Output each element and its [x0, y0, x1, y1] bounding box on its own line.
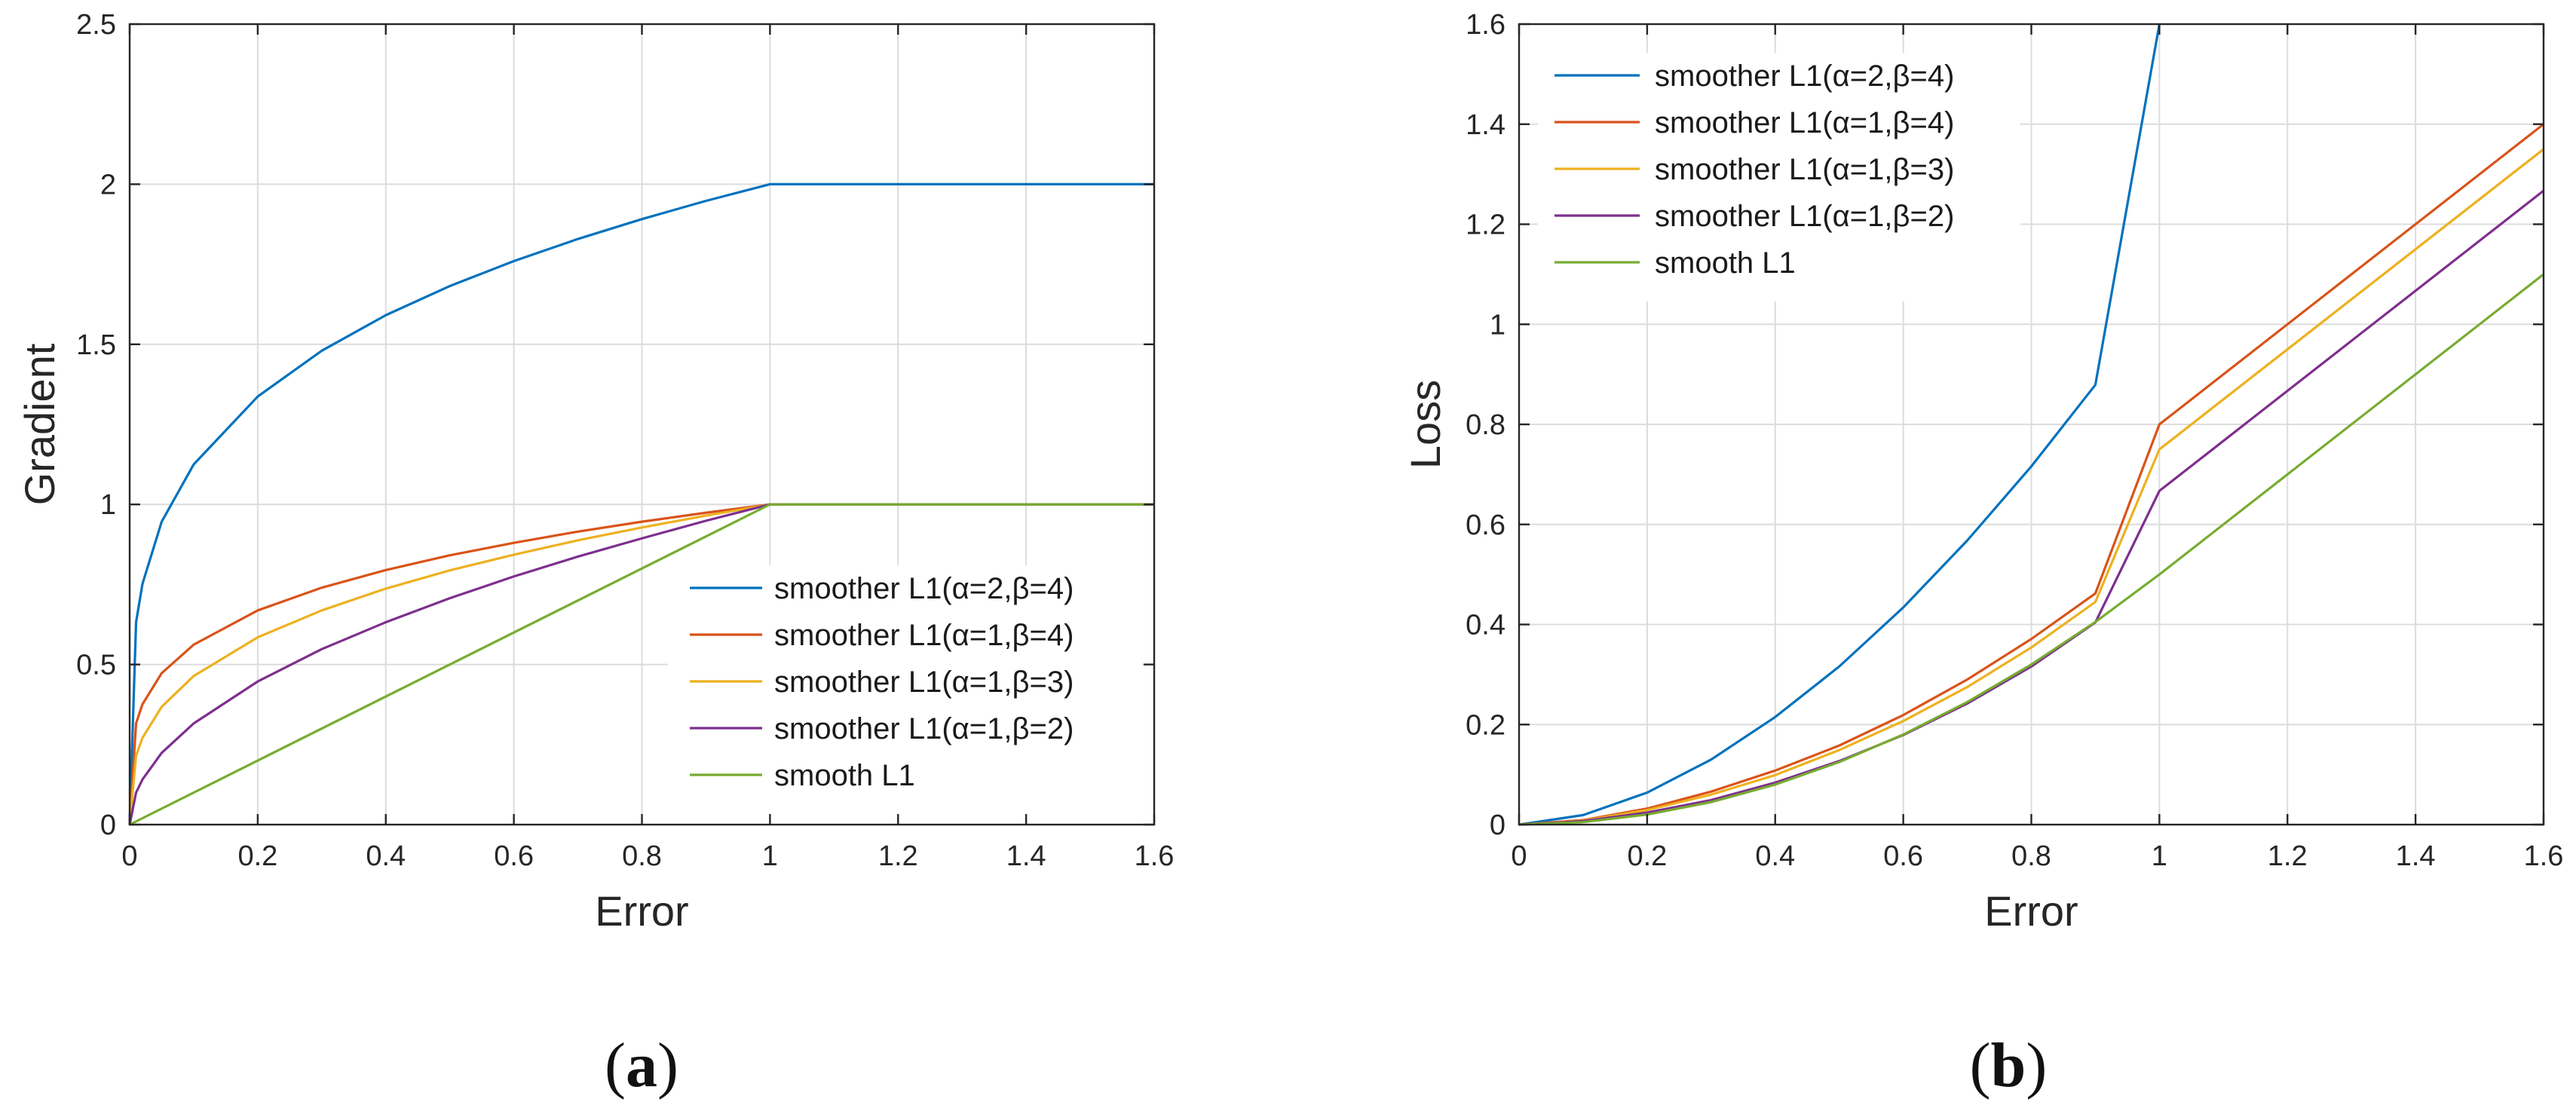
legend-label-2: smoother L1(α=1,β=4): [774, 619, 1074, 652]
x-tick-label: 0.8: [2011, 840, 2051, 872]
series-line-1: [128, 182, 1154, 825]
y-tick-label: 0: [100, 810, 116, 841]
x-tick-label: 0.2: [237, 840, 277, 872]
x-tick-label: 1.2: [2268, 840, 2308, 872]
y-tick-label: 1: [1490, 309, 1505, 341]
y-tick-label: 0.2: [1466, 709, 1505, 741]
legend-label-4: smoother L1(α=1,β=2): [774, 712, 1074, 745]
panel-label: (a): [605, 1030, 678, 1100]
series-line-1: [1518, 23, 2161, 826]
y-tick-label: 0.5: [76, 650, 116, 681]
x-tick-label: 0.8: [622, 840, 662, 872]
x-tick-label: 1: [2152, 840, 2167, 872]
legend-label-4: smoother L1(α=1,β=2): [1655, 200, 1954, 233]
x-tick-label: 0.6: [1883, 840, 1923, 872]
panel-label: (b): [1970, 1030, 2048, 1100]
chart-panel-b: 0 0.2 0.4 0.6 0.8 1 1.2 1.4 1.6 0 0.2 0.4 0.6 0.8 1 1.2…: [1401, 9, 2563, 1100]
y-tick-label: 2: [100, 169, 116, 200]
chart-panel-a: 0 0.2 0.4 0.6 0.8 1 1.2 1.4 1.6 0 0.5 1 1.5 2 2.5 Error…: [16, 9, 1174, 1100]
y-tick-label: 0: [1490, 810, 1505, 841]
x-tick-label: 1: [762, 840, 778, 872]
x-tick-label: 0.4: [1755, 840, 1795, 872]
x-axis: 0 0.2 0.4 0.6 0.8 1 1.2 1.4 1.6: [121, 24, 1174, 872]
legend-background: [1538, 53, 2020, 302]
y-tick-label: 1.6: [1466, 9, 1505, 41]
x-tick-label: 1.2: [878, 840, 918, 872]
series-line-2: [1518, 123, 2544, 826]
y-tick-label: 0.4: [1466, 610, 1505, 641]
legend: smoother L1(α=2,β=4) smoother L1(α=1,β=4)…: [1538, 53, 2020, 302]
y-axis: 0 0.2 0.4 0.6 0.8 1 1.2 1.4 1.6: [1466, 9, 2544, 841]
panel-label-letter: a: [626, 1030, 657, 1100]
x-axis-title: Error: [1984, 887, 2078, 935]
x-tick-label: 1.6: [2524, 840, 2564, 872]
y-tick-label: 1.2: [1466, 210, 1505, 241]
x-axis-title: Error: [595, 887, 688, 935]
x-tick-label: 1.4: [2396, 840, 2436, 872]
x-tick-label: 0: [121, 840, 137, 872]
legend: smoother L1(α=2,β=4) smoother L1(α=1,β=4)…: [668, 565, 1143, 814]
legend-background: [668, 565, 1143, 814]
x-tick-label: 1.6: [1135, 840, 1175, 872]
series-line-5: [129, 503, 1154, 826]
y-tick-label: 2.5: [76, 9, 116, 41]
x-tick-label: 0: [1511, 840, 1527, 872]
series-group: [128, 182, 1154, 826]
legend-label-1: smoother L1(α=2,β=4): [774, 572, 1074, 605]
x-tick-label: 0.4: [366, 840, 406, 872]
panel-label-letter: b: [1991, 1030, 2026, 1100]
y-tick-label: 0.8: [1466, 409, 1505, 441]
y-tick-label: 0.6: [1466, 510, 1505, 541]
x-tick-label: 0.2: [1627, 840, 1667, 872]
legend-label-2: smoother L1(α=1,β=4): [1655, 106, 1954, 139]
y-axis-title: Loss: [1401, 380, 1449, 469]
y-axis-title: Gradient: [16, 343, 63, 505]
legend-label-5: smooth L1: [1655, 246, 1796, 280]
y-tick-label: 1: [100, 489, 116, 521]
x-axis: 0 0.2 0.4 0.6 0.8 1 1.2 1.4 1.6: [1511, 24, 2563, 872]
series-line-3: [1518, 148, 2544, 826]
legend-label-1: smoother L1(α=2,β=4): [1655, 60, 1954, 93]
series-group: [1518, 23, 2544, 826]
y-tick-label: 1.4: [1466, 109, 1505, 141]
x-tick-label: 0.6: [494, 840, 534, 872]
y-axis: 0 0.5 1 1.5 2 2.5: [76, 9, 1154, 841]
legend-label-3: smoother L1(α=1,β=3): [774, 666, 1074, 699]
y-tick-label: 1.5: [76, 329, 116, 361]
series-line-5: [1518, 273, 2544, 826]
legend-label-3: smoother L1(α=1,β=3): [1655, 153, 1954, 186]
legend-label-5: smooth L1: [774, 759, 915, 792]
x-tick-label: 1.4: [1006, 840, 1046, 872]
